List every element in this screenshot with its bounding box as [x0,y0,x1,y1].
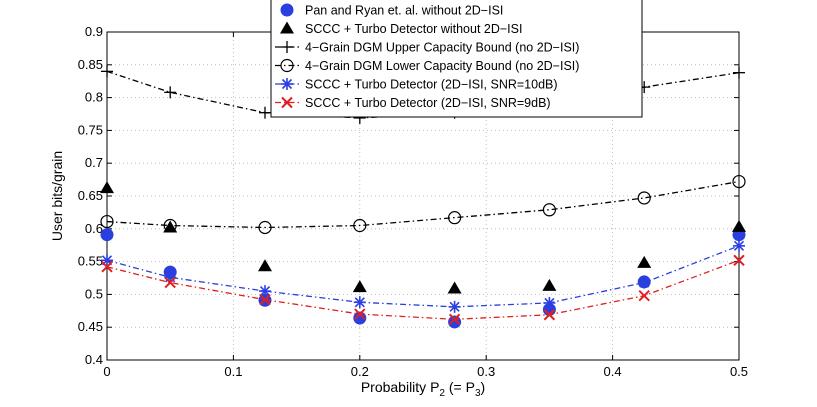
series-5-point [543,296,556,309]
legend-marker [280,3,294,17]
series-5-point [733,239,745,252]
series-4 [100,174,746,235]
series-5 [101,239,745,313]
y-tick-label: 0.4 [85,352,103,367]
series-2-point [447,281,462,294]
x-tick-label: 0.2 [351,364,369,379]
series-5-point [101,254,113,267]
x-axis-label: Probability P2 (= P3) [361,379,485,399]
x-axis-label-mid: (= P [445,379,475,395]
x-axis-label-end: ) [481,379,486,395]
legend-item-5: SCCC + Turbo Detector (2D−ISI, SNR=10dB) [275,78,558,92]
series-6-point [354,308,366,320]
series-4-line [106,180,740,229]
y-tick-label: 0.5 [85,286,103,301]
y-tick-label: 0.7 [85,155,103,170]
legend-box [270,0,643,118]
legend-label: SCCC + Turbo Detector (2D−ISI, SNR=9dB) [305,96,551,110]
legend-item-1: Pan and Ryan et. al. without 2D−ISI [280,3,503,18]
legend-label: SCCC + Turbo Detector without 2D−ISI [305,22,522,36]
series-4-point [448,211,462,225]
y-tick-label: 0.65 [78,188,103,203]
y-tick-label: 0.9 [85,24,103,39]
legend-marker [280,58,294,73]
y-tick-label: 0.75 [78,122,103,137]
grid [107,32,739,360]
series-5-point [259,285,271,298]
series-1-point [353,311,367,325]
y-tick-label: 0.85 [78,57,103,72]
series-3-point [101,65,113,78]
legend-marker [280,21,294,34]
series-5-point [353,296,366,309]
legend-label: SCCC + Turbo Detector (2D−ISI, SNR=10dB) [305,78,558,92]
series-5-point [638,276,651,289]
series-6-point [164,276,176,289]
series-6-point [638,290,650,302]
series-6-point [448,313,461,326]
series-5-point [448,300,461,313]
series-4-point [353,218,367,233]
series-4-point [100,214,114,229]
y-tick-label: 0.45 [78,319,103,334]
series-2-point [163,220,178,233]
series-5-line [106,245,740,308]
legend-item-4: 4−Grain DGM Lower Capacity Bound (no 2D−… [275,58,579,73]
series-3-point [259,106,271,119]
series-group [100,65,746,329]
series-1-point [448,315,462,329]
legend-item-2: SCCC + Turbo Detector without 2D−ISI [280,21,522,36]
x-axis-label-sub1: 2 [439,388,445,399]
series-6-point [733,254,745,266]
y-tick-label: 0.8 [85,90,103,105]
legend-marker [281,96,293,109]
x-axis-label-sub2: 3 [475,388,481,399]
series-2-point [732,219,746,232]
x-tick-label: 0.1 [224,364,242,379]
legend-label: Pan and Ryan et. al. without 2D−ISI [305,4,503,18]
legend-item-3: 4−Grain DGM Upper Capacity Bound (no 2D−… [275,41,579,55]
series-4-point [163,218,177,233]
series-6 [101,254,745,326]
legend-marker [281,78,293,90]
x-tick-label: 0 [103,364,110,379]
series-4-point [732,174,746,189]
legend: Pan and Ryan et. al. without 2D−ISI SCCC … [270,0,643,118]
series-4-point [542,203,557,217]
legend-label: 4−Grain DGM Lower Capacity Bound (no 2D−… [305,59,579,73]
y-axis-label: User bits/grain [49,151,65,241]
y-tick-label: 0.6 [85,221,103,236]
series-2 [100,181,746,294]
series-6-point [259,293,271,306]
x-tick-label: 0.3 [477,364,495,379]
series-4-point [258,220,272,235]
y-tick-label: 0.55 [78,254,103,269]
series-2-point [100,181,114,194]
series-6-line [106,259,740,320]
legend-marker [281,41,293,53]
series-3-point [164,86,177,99]
x-tick-label: 0.5 [730,364,748,379]
series-2-point [637,255,652,268]
series-2-point [352,280,367,293]
x-tick-label: 0.4 [604,364,622,379]
series-4-point [637,191,651,205]
series-3-point [733,66,745,79]
series-2-point [258,259,272,272]
series-6-point [543,309,556,321]
axis-ticks: 0 0.1 0.2 0.3 0.4 0.5 0.4 0.45 0.5 0.55 0.6 0.65 0.7… [78,24,748,379]
series-2-point [542,278,557,291]
legend-label: 4−Grain DGM Upper Capacity Bound (no 2D−… [305,41,579,55]
x-axis-label-main: Probability P [361,379,440,395]
series-6-point [101,261,113,273]
series-1-point [100,228,114,242]
legend-item-6: SCCC + Turbo Detector (2D−ISI, SNR=9dB) [275,96,551,110]
